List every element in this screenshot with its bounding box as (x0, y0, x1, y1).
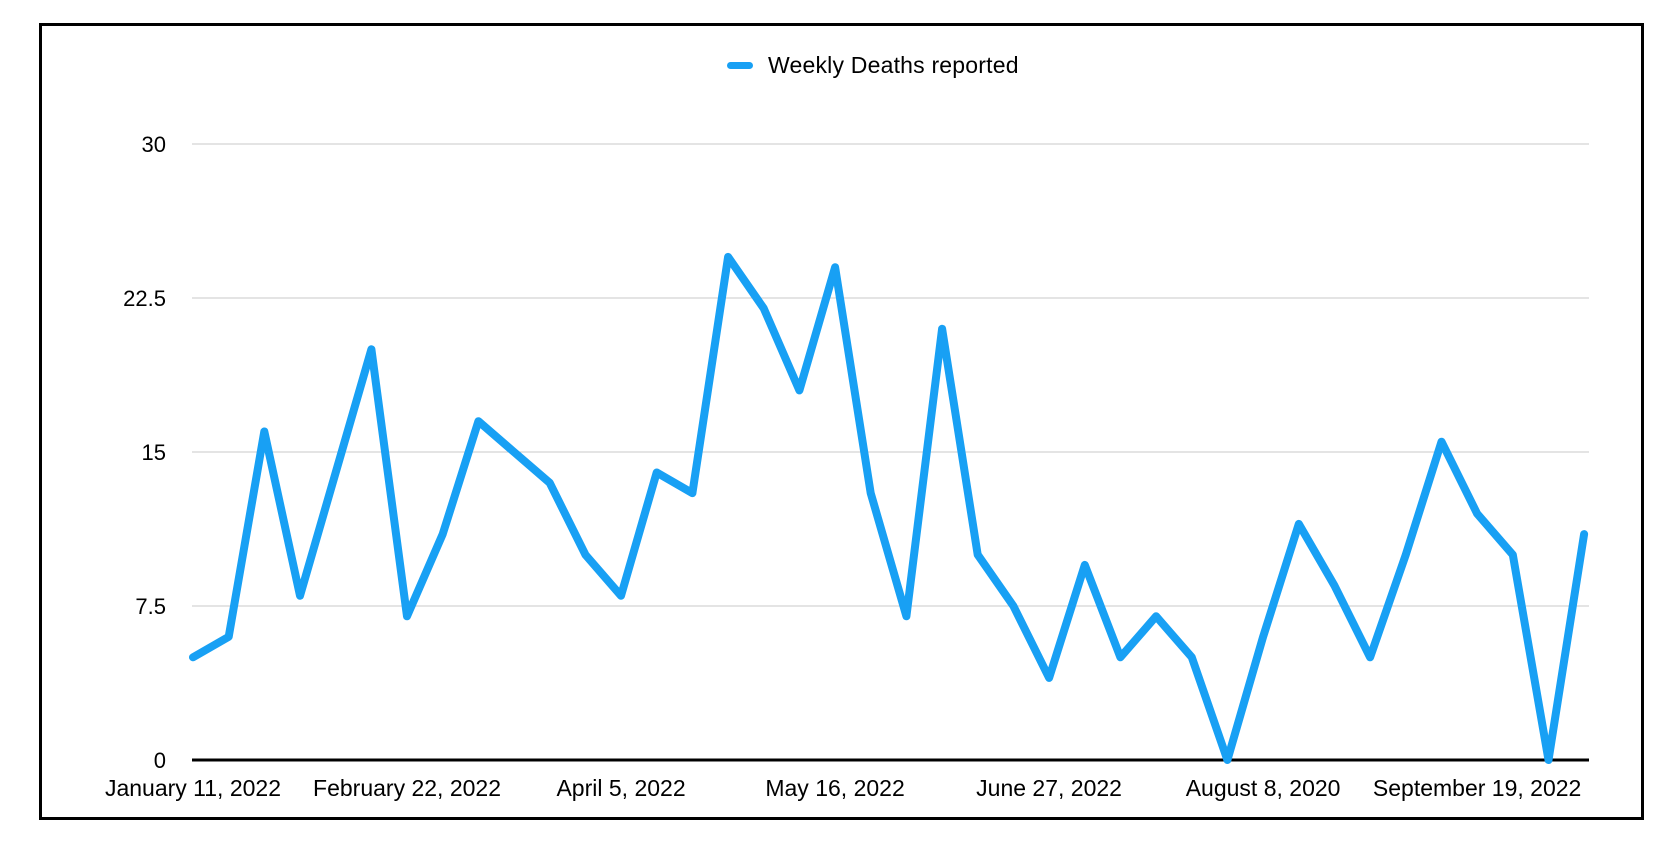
x-tick-label-3: April 5, 2022 (556, 775, 685, 801)
x-tick-label-2: February 22, 2022 (313, 775, 501, 801)
y-tick-label-7.5: 7.5 (135, 594, 166, 619)
y-tick-label-15: 15 (142, 440, 166, 465)
legend-line-swatch (727, 61, 753, 69)
y-tick-label-22.5: 22.5 (123, 286, 166, 311)
x-tick-label-1: January 11, 2022 (105, 775, 281, 801)
y-tick-label-0: 0 (154, 748, 166, 773)
legend-label: Weekly Deaths reported (768, 51, 1019, 78)
x-tick-label-6: August 8, 2020 (1186, 775, 1341, 801)
legend: Weekly Deaths reported (727, 50, 1019, 80)
weekly-deaths-series-line (189, 252, 1589, 764)
chart-frame (39, 23, 1644, 820)
x-tick-label-4: May 16, 2022 (765, 775, 904, 801)
x-tick-label-5: June 27, 2022 (976, 775, 1122, 801)
y-tick-label-30: 30 (142, 132, 166, 157)
x-tick-label-7: September 19, 2022 (1373, 775, 1581, 801)
